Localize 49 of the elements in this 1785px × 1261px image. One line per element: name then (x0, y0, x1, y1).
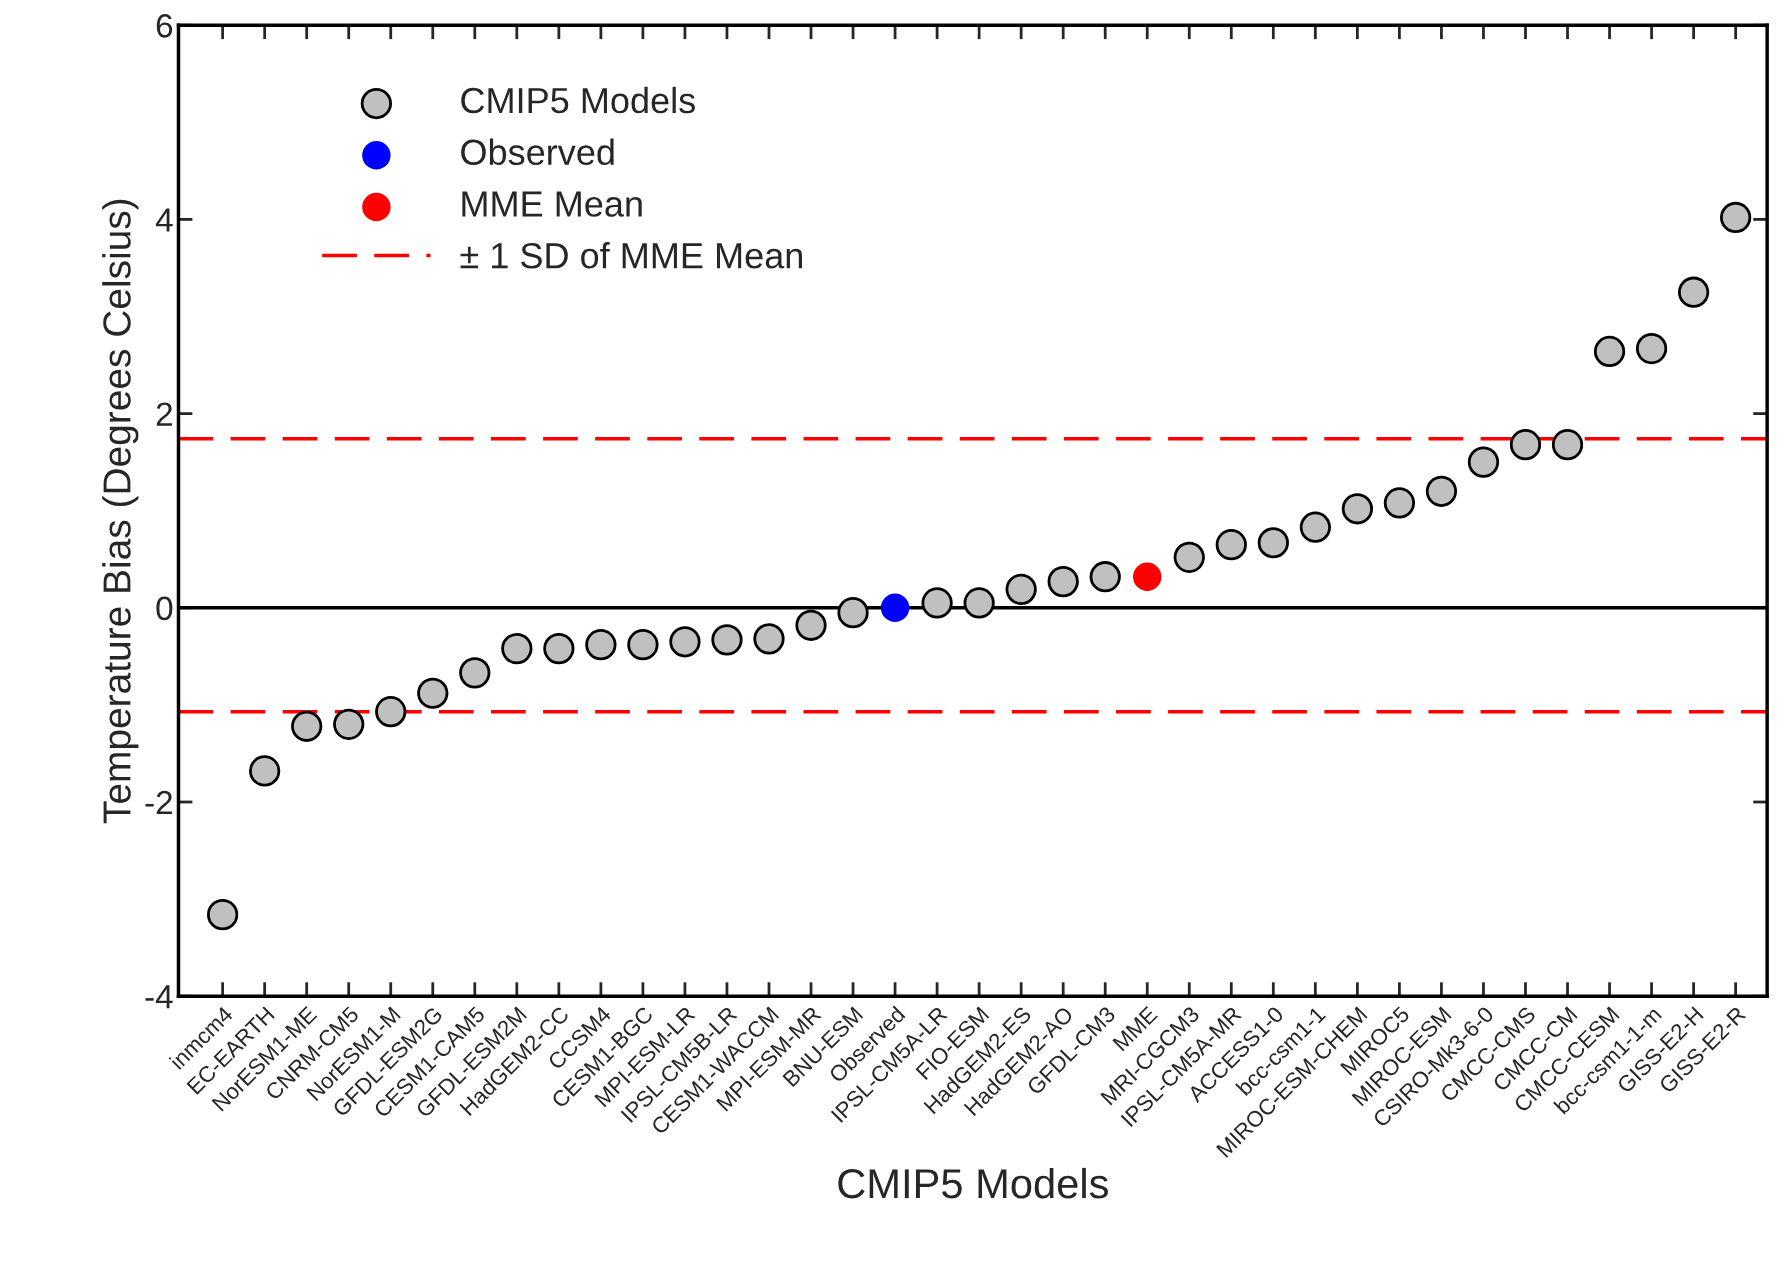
point (753, 623, 785, 655)
point (963, 587, 995, 619)
legend-label: Observed (461, 138, 614, 166)
point (1257, 527, 1289, 559)
point (1047, 565, 1079, 598)
point (1551, 429, 1584, 461)
point (1509, 429, 1542, 461)
y-tick-label: 0 (156, 596, 173, 621)
legend-label: MME Mean (462, 191, 642, 217)
legend-label: ± 1 SD of MME Mean (460, 242, 803, 269)
point (837, 597, 869, 629)
point (711, 624, 743, 656)
point (1005, 573, 1037, 605)
point (1215, 529, 1247, 561)
point (207, 899, 239, 931)
point (1593, 335, 1626, 368)
point (795, 609, 827, 641)
point (1089, 561, 1121, 593)
point (1133, 562, 1162, 591)
legend-label: CMIP5 Models (461, 86, 695, 114)
point (669, 626, 701, 658)
point (459, 657, 491, 689)
point (1383, 487, 1416, 519)
point (921, 587, 953, 619)
x-axis-title: CMIP5 Models (838, 1167, 1108, 1199)
point (880, 593, 910, 623)
point (1635, 332, 1668, 365)
point (375, 696, 407, 728)
y-tick-label: -4 (145, 985, 173, 1009)
point (1677, 276, 1710, 308)
y-axis-title: Temperature Bias (Degrees Celsius) (102, 199, 139, 824)
point (1299, 511, 1331, 543)
point (501, 632, 533, 665)
point (627, 629, 659, 661)
point (1173, 541, 1205, 573)
point (1425, 475, 1458, 507)
point (333, 708, 365, 740)
point (585, 629, 617, 661)
point (417, 677, 449, 709)
point (249, 755, 281, 787)
y-tick-label: -2 (145, 790, 172, 815)
y-tick-label: 4 (155, 208, 173, 232)
y-tick-label: 2 (156, 402, 172, 426)
point (291, 710, 323, 742)
point (1467, 446, 1500, 478)
y-tick-label: 6 (156, 14, 173, 38)
point (1341, 493, 1373, 525)
point (543, 632, 575, 665)
point (1720, 201, 1752, 234)
